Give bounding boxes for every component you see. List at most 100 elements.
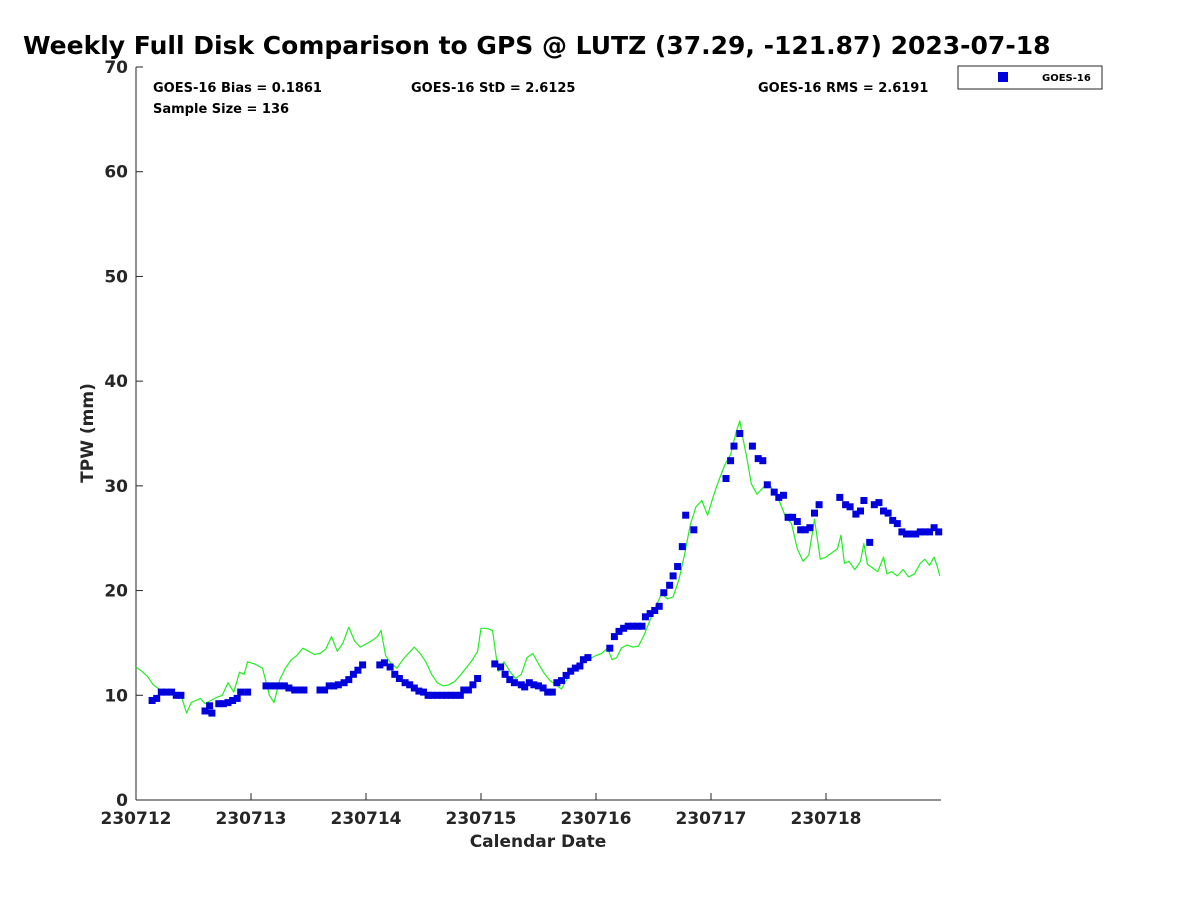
data-point <box>300 686 308 694</box>
legend-box <box>957 65 1103 90</box>
data-point <box>285 684 293 692</box>
data-point <box>224 699 232 707</box>
data-point <box>646 610 654 618</box>
data-point <box>380 659 388 667</box>
data-point <box>730 442 738 450</box>
data-point <box>666 581 674 589</box>
data-point <box>233 694 241 702</box>
data-point <box>759 457 767 465</box>
data-point <box>620 624 628 632</box>
data-point <box>815 501 823 509</box>
data-point <box>535 682 542 690</box>
sample-size-stat: Sample Size = 136 <box>153 102 289 117</box>
data-point <box>633 622 641 630</box>
data-point <box>295 686 303 694</box>
data-point <box>870 501 878 509</box>
data-point <box>491 660 499 668</box>
x-tick-label: 230715 <box>446 809 517 829</box>
data-point <box>172 691 180 699</box>
data-point <box>655 602 663 610</box>
data-point <box>866 538 874 546</box>
data-point <box>474 675 482 682</box>
data-point <box>852 510 860 518</box>
x-tick-label: 230716 <box>561 809 632 829</box>
data-point <box>506 676 514 684</box>
data-point <box>571 664 579 672</box>
data-point <box>280 682 288 690</box>
data-point <box>168 688 176 696</box>
data-point <box>177 691 185 699</box>
data-point <box>553 679 561 687</box>
data-point <box>340 679 348 687</box>
data-point <box>780 491 787 499</box>
data-point <box>525 679 533 687</box>
data-point <box>349 670 357 678</box>
data-point <box>903 530 910 538</box>
data-point <box>497 663 505 671</box>
data-point <box>510 679 518 687</box>
data-point <box>267 682 275 690</box>
data-point <box>433 691 441 699</box>
data-point <box>229 697 237 704</box>
data-point <box>907 530 915 538</box>
data-point <box>836 493 844 501</box>
data-point <box>736 430 744 437</box>
data-point <box>921 528 929 536</box>
data-point <box>148 697 156 704</box>
data-point <box>501 670 509 678</box>
data-point <box>784 513 792 521</box>
data-point <box>321 686 329 694</box>
data-point <box>325 682 333 690</box>
data-point <box>846 503 854 511</box>
data-point <box>579 656 587 664</box>
data-point <box>464 686 472 694</box>
data-point <box>548 688 556 696</box>
data-point <box>651 607 659 614</box>
y-tick-label: 60 <box>104 163 128 183</box>
data-point <box>898 528 906 536</box>
data-point <box>889 516 897 524</box>
data-point <box>460 686 468 694</box>
data-point <box>722 475 730 482</box>
data-point <box>748 442 756 450</box>
data-point <box>669 572 677 580</box>
data-point <box>334 681 342 689</box>
data-point <box>291 686 299 694</box>
data-point <box>544 688 552 696</box>
data-point <box>215 700 223 708</box>
data-point <box>893 520 901 528</box>
data-point <box>875 499 883 507</box>
y-tick-label: 50 <box>104 267 128 287</box>
data-point <box>801 526 809 534</box>
data-point <box>606 644 614 652</box>
data-point <box>775 493 783 501</box>
data-point <box>401 679 409 687</box>
plot-area: 0 10 20 30 40 50 60 70 230712 230713 230714 230715 2… <box>101 58 943 829</box>
data-point <box>447 691 455 699</box>
data-point <box>576 662 584 670</box>
data-point <box>395 675 403 682</box>
data-point <box>884 509 892 517</box>
data-point <box>456 691 464 699</box>
data-point <box>857 507 864 515</box>
data-point <box>469 681 477 689</box>
data-point <box>763 481 771 489</box>
y-tick-label: 70 <box>104 58 128 78</box>
data-point <box>452 691 460 699</box>
data-point <box>806 524 814 532</box>
y-tick-label: 40 <box>104 372 128 392</box>
data-point <box>935 528 943 536</box>
data-point <box>153 694 161 702</box>
legend: GOES-16 <box>957 65 1103 90</box>
data-point <box>345 676 353 684</box>
data-point <box>638 622 646 630</box>
data-point <box>797 526 805 534</box>
data-point <box>359 661 367 669</box>
data-point <box>682 511 690 519</box>
data-point <box>406 681 414 689</box>
data-point <box>539 684 547 692</box>
data-point <box>330 682 338 690</box>
data-point <box>811 509 818 517</box>
data-point <box>201 707 209 715</box>
